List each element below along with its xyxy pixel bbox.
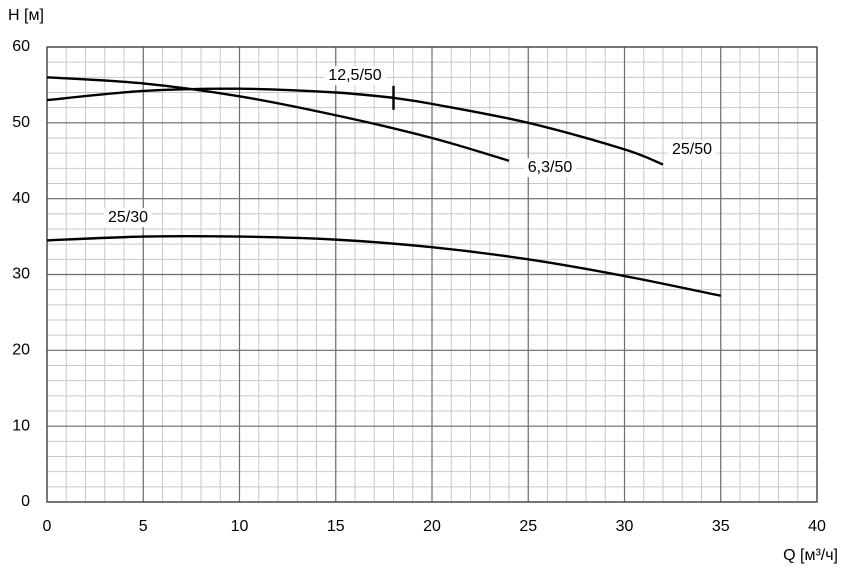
x-tick-label: 30 [616, 518, 634, 535]
plot-frame [46, 46, 818, 503]
curve [46, 76, 510, 162]
curve [393, 96, 664, 166]
y-tick-label: 30 [12, 266, 30, 283]
curve [46, 87, 394, 102]
y-tick-label: 40 [12, 190, 30, 207]
y-tick-label: 0 [21, 493, 30, 510]
label-background [667, 140, 717, 160]
y-axis-label: H [м] [8, 7, 44, 24]
x-tick-label: 40 [808, 518, 826, 535]
series-label: 6,3/50 [528, 159, 573, 176]
x-tick-label: 10 [231, 518, 249, 535]
y-tick-label: 50 [12, 114, 30, 131]
y-tick-label: 10 [12, 417, 30, 434]
curve [46, 234, 721, 297]
label-background [523, 158, 577, 178]
x-tick-label: 5 [139, 518, 148, 535]
label-background [324, 66, 386, 86]
y-tick-label: 60 [12, 38, 30, 55]
series-label: 25/30 [108, 209, 148, 226]
x-tick-label: 15 [327, 518, 345, 535]
series-label: 25/50 [672, 141, 712, 158]
y-tick-label: 20 [12, 342, 30, 359]
label-background [103, 208, 153, 228]
x-axis-label: Q [м³/ч] [783, 547, 838, 564]
x-tick-label: 35 [712, 518, 730, 535]
x-tick-label: 20 [423, 518, 441, 535]
series-label: 12,5/50 [328, 67, 381, 84]
x-tick-label: 25 [519, 518, 537, 535]
x-tick-label: 0 [43, 518, 52, 535]
